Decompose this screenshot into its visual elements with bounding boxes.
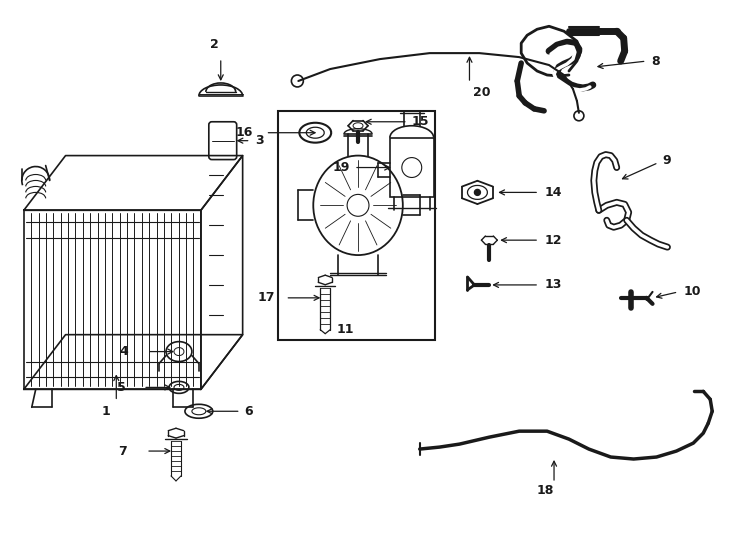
Text: 3: 3 bbox=[255, 134, 264, 147]
Text: 6: 6 bbox=[244, 405, 253, 418]
Text: 20: 20 bbox=[473, 86, 491, 99]
Text: 4: 4 bbox=[120, 345, 128, 358]
Text: 10: 10 bbox=[683, 285, 701, 299]
Text: 17: 17 bbox=[258, 292, 275, 305]
Text: 14: 14 bbox=[544, 186, 562, 199]
Circle shape bbox=[474, 190, 481, 195]
Text: 11: 11 bbox=[336, 323, 354, 336]
Text: 9: 9 bbox=[663, 154, 671, 167]
Text: 18: 18 bbox=[537, 484, 553, 497]
Text: 15: 15 bbox=[412, 115, 429, 129]
Text: 5: 5 bbox=[117, 381, 126, 394]
Text: 1: 1 bbox=[102, 405, 111, 418]
Text: 12: 12 bbox=[544, 234, 562, 247]
Text: 2: 2 bbox=[211, 38, 219, 51]
Text: 19: 19 bbox=[333, 161, 349, 174]
Text: 13: 13 bbox=[544, 279, 562, 292]
Text: 8: 8 bbox=[652, 55, 660, 68]
Text: 16: 16 bbox=[236, 126, 253, 139]
Bar bbox=[390, 138, 434, 198]
Text: 7: 7 bbox=[118, 444, 127, 457]
Bar bbox=[278, 111, 435, 340]
